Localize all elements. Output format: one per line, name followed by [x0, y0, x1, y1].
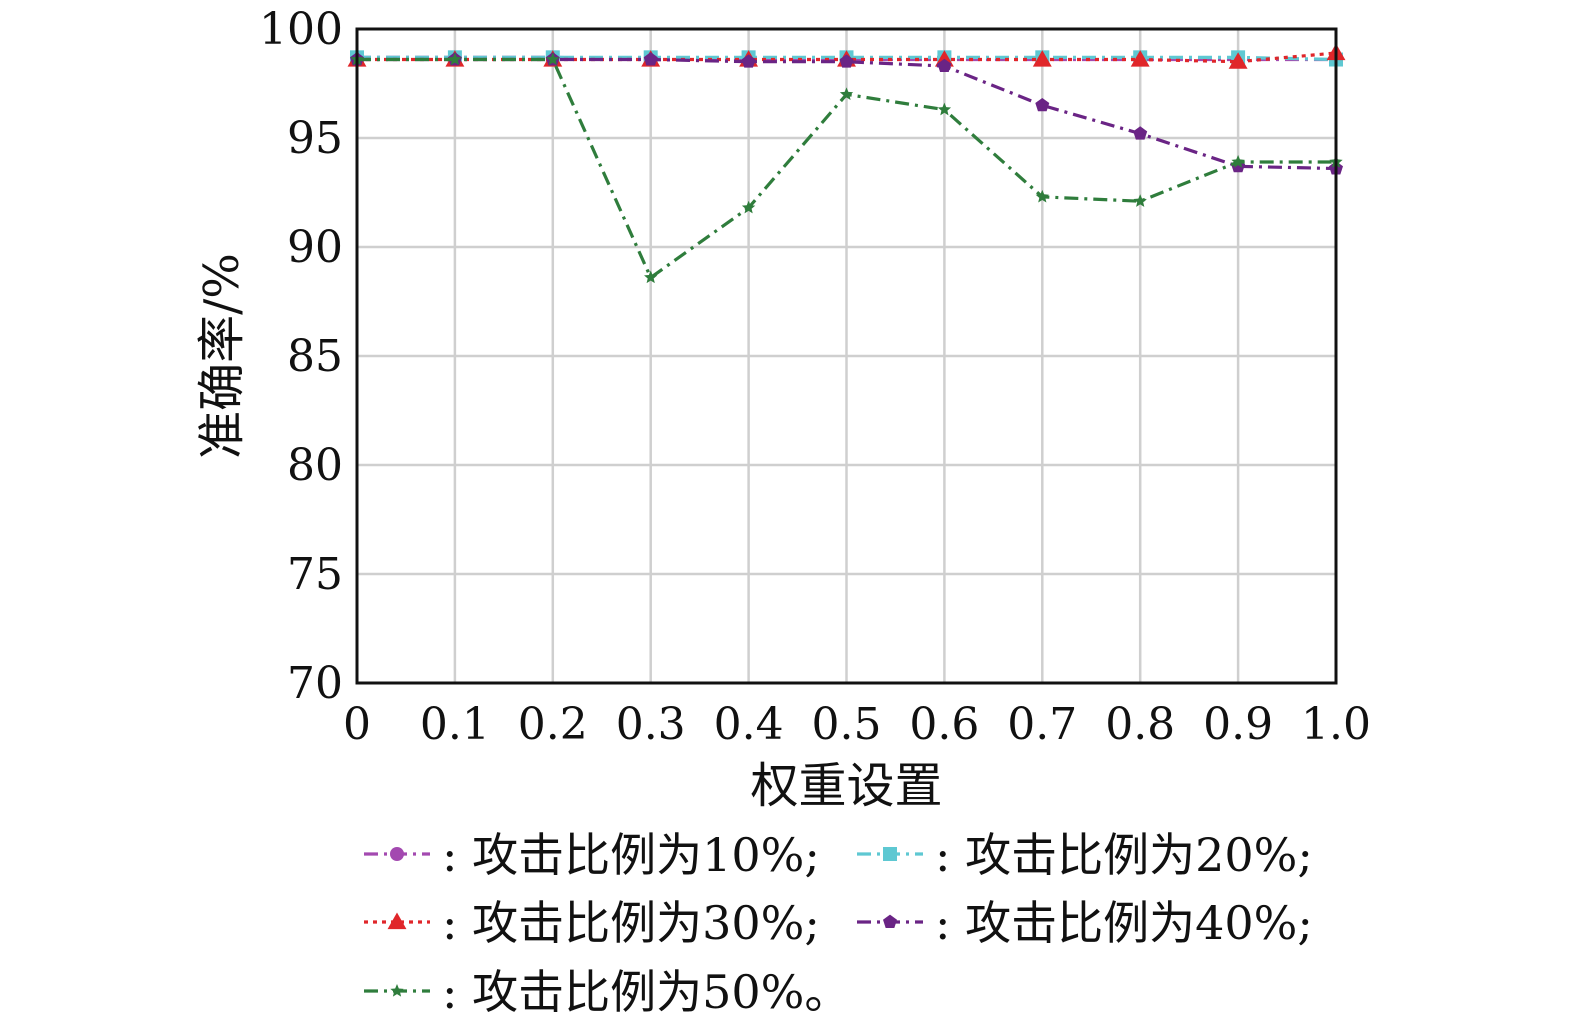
- legend-label-4: : 攻击比例为40%;: [935, 896, 1313, 950]
- series-4-point-5: [839, 54, 854, 68]
- legend-item-4: : 攻击比例为40%;: [857, 896, 1313, 950]
- x-tick-label-1.0: 1.0: [1301, 699, 1371, 750]
- series-5: [350, 52, 1343, 284]
- legend-label-1: : 攻击比例为10%;: [442, 828, 820, 882]
- x-axis-ticks: 0 0.1 0.2 0.3 0.4 0.5 0.6 0.7 0.8 0.9 1.0: [343, 699, 1371, 750]
- x-tick-label-0.1: 0.1: [420, 699, 490, 750]
- legend-label-2: : 攻击比例为20%;: [935, 828, 1313, 882]
- series-5-point-1: [448, 52, 462, 66]
- x-tick-label-0.3: 0.3: [616, 699, 686, 750]
- legend-item-5: : 攻击比例为50%。: [364, 965, 850, 1019]
- legend-swatch-marker-1: [390, 847, 404, 861]
- legend-swatch-marker-2: [883, 847, 897, 861]
- x-tick-label-0.7: 0.7: [1007, 699, 1077, 750]
- x-tick-label-0.2: 0.2: [518, 699, 588, 750]
- grid: [355, 27, 1338, 685]
- series-5-point-4: [741, 200, 756, 214]
- x-tick-label-0.6: 0.6: [909, 699, 979, 750]
- series-2-line: [357, 55, 1337, 62]
- x-tick-label-0.9: 0.9: [1203, 699, 1273, 750]
- series-1-line: [357, 55, 1336, 62]
- y-tick-label-70: 70: [287, 658, 343, 709]
- series-3-point-9: [1228, 52, 1248, 69]
- x-axis-title: 权重设置: [750, 758, 942, 814]
- series-5-point-2: [546, 52, 560, 66]
- series-5-point-3: [644, 270, 658, 284]
- series-4-point-6: [937, 58, 952, 73]
- series-5-point-6: [937, 102, 952, 116]
- legend-item-2: : 攻击比例为20%;: [857, 828, 1313, 882]
- series-5-point-8: [1133, 194, 1147, 207]
- series-5-point-7: [1035, 189, 1049, 203]
- series-4-point-8: [1133, 126, 1148, 140]
- legend-swatch-marker-3: [387, 912, 407, 930]
- y-tick-label-90: 90: [287, 222, 343, 273]
- plot-frame: [355, 27, 1338, 685]
- series-4-point-7: [1035, 97, 1050, 112]
- legend-swatch-marker-4: [883, 914, 897, 928]
- legend-label-5: : 攻击比例为50%。: [442, 965, 850, 1019]
- x-tick-label-0.8: 0.8: [1105, 699, 1175, 750]
- y-tick-label-85: 85: [287, 331, 343, 382]
- series-4-point-4: [741, 54, 756, 68]
- legend-label-3: : 攻击比例为30%;: [442, 896, 820, 950]
- y-tick-label-95: 95: [287, 113, 343, 164]
- y-tick-label-75: 75: [287, 549, 343, 600]
- legend-swatch-marker-5: [390, 984, 404, 997]
- y-axis-title: 准确率/%: [194, 253, 250, 459]
- series-3-point-8: [1130, 50, 1150, 67]
- x-tick-label-0.5: 0.5: [812, 699, 882, 750]
- series-4-point-3: [643, 52, 658, 66]
- series-3-point-7: [1032, 50, 1052, 67]
- legend: : 攻击比例为10%; : 攻击比例为20%; : 攻击比例为30%; : 攻击比例为…: [364, 828, 1313, 1019]
- y-axis-ticks: 70 75 80 85 90 95 100: [259, 4, 343, 709]
- legend-item-1: : 攻击比例为10%;: [364, 828, 820, 882]
- series-5-point-5: [839, 87, 854, 101]
- x-tick-label-0: 0: [343, 699, 371, 750]
- series-5-point-9: [1231, 154, 1245, 168]
- legend-item-3: : 攻击比例为30%;: [364, 896, 820, 950]
- y-tick-label-100: 100: [259, 4, 343, 55]
- series-layer: [347, 43, 1346, 284]
- y-tick-label-80: 80: [287, 440, 343, 491]
- x-tick-label-0.4: 0.4: [714, 699, 784, 750]
